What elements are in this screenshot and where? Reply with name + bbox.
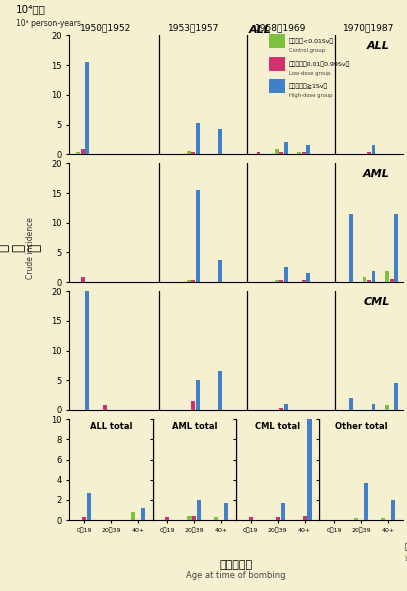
Bar bbox=[394, 384, 398, 410]
Bar bbox=[140, 508, 145, 520]
Text: 10⁴人年: 10⁴人年 bbox=[16, 4, 46, 14]
Bar bbox=[279, 408, 283, 410]
Text: ALL total: ALL total bbox=[90, 422, 132, 431]
Bar bbox=[191, 152, 195, 154]
Bar bbox=[367, 152, 371, 154]
Bar bbox=[219, 371, 222, 410]
Bar bbox=[85, 282, 89, 410]
Text: Crude incidence: Crude incidence bbox=[26, 217, 35, 279]
Bar bbox=[196, 190, 200, 282]
Bar bbox=[385, 271, 389, 282]
Bar bbox=[257, 152, 260, 154]
Bar bbox=[196, 124, 200, 154]
Text: 粗
発
生
率: 粗 発 生 率 bbox=[0, 244, 42, 252]
Bar bbox=[85, 62, 89, 154]
Bar bbox=[224, 503, 228, 520]
Text: 低線量群（0.01～0.99Sv）: 低線量群（0.01～0.99Sv） bbox=[289, 61, 350, 67]
Text: years: years bbox=[405, 556, 407, 561]
Bar bbox=[306, 273, 310, 282]
Bar bbox=[349, 398, 353, 410]
Text: Other total: Other total bbox=[335, 422, 387, 431]
Text: 1970～1987: 1970～1987 bbox=[344, 23, 395, 32]
Bar bbox=[284, 142, 288, 154]
Bar bbox=[191, 401, 195, 410]
Text: Control group: Control group bbox=[289, 48, 325, 53]
Bar bbox=[279, 152, 283, 154]
Text: CML total: CML total bbox=[255, 422, 300, 431]
Bar bbox=[372, 145, 376, 154]
Bar bbox=[306, 145, 310, 154]
Bar bbox=[131, 512, 135, 520]
Bar bbox=[394, 214, 398, 282]
Text: Age at time of bombing: Age at time of bombing bbox=[186, 571, 286, 580]
Text: ALL: ALL bbox=[248, 25, 271, 35]
Text: 10⁴ person-years: 10⁴ person-years bbox=[16, 20, 81, 28]
Bar bbox=[214, 517, 219, 520]
Bar bbox=[187, 280, 190, 282]
Bar bbox=[385, 405, 389, 410]
Text: AML total: AML total bbox=[172, 422, 217, 431]
Bar bbox=[349, 214, 353, 282]
Text: 歳: 歳 bbox=[405, 543, 407, 551]
Bar bbox=[284, 267, 288, 282]
Text: ALL: ALL bbox=[367, 41, 389, 51]
Bar bbox=[196, 381, 200, 410]
Text: 1950～1952: 1950～1952 bbox=[80, 23, 131, 32]
Bar bbox=[197, 500, 201, 520]
Bar bbox=[303, 516, 307, 520]
Bar bbox=[279, 280, 283, 282]
Text: 対照群（<0.01Sv）: 対照群（<0.01Sv） bbox=[289, 38, 334, 44]
Bar bbox=[390, 279, 394, 282]
Bar bbox=[302, 152, 306, 154]
Bar bbox=[219, 129, 222, 154]
Bar bbox=[302, 280, 306, 282]
Text: High-dose group: High-dose group bbox=[289, 93, 333, 98]
Bar bbox=[275, 150, 278, 154]
Bar bbox=[275, 280, 278, 282]
Bar bbox=[76, 152, 80, 154]
Bar bbox=[103, 405, 107, 410]
Bar bbox=[354, 518, 359, 520]
Bar bbox=[284, 404, 288, 410]
Bar bbox=[280, 503, 284, 520]
Bar bbox=[367, 280, 371, 282]
Bar bbox=[381, 518, 385, 520]
Text: AML: AML bbox=[363, 169, 389, 179]
Bar bbox=[82, 517, 86, 520]
Bar bbox=[191, 280, 195, 282]
Bar bbox=[188, 516, 192, 520]
Bar bbox=[364, 483, 368, 520]
Bar bbox=[372, 271, 376, 282]
Bar bbox=[81, 150, 85, 154]
Bar bbox=[87, 493, 91, 520]
Bar bbox=[307, 419, 312, 520]
Bar bbox=[165, 517, 169, 520]
Bar bbox=[81, 277, 85, 282]
Bar bbox=[219, 259, 222, 282]
Bar bbox=[249, 517, 253, 520]
Text: 高線量群（≧1Sv）: 高線量群（≧1Sv） bbox=[289, 83, 328, 89]
Bar bbox=[391, 500, 395, 520]
Bar bbox=[363, 277, 366, 282]
Bar bbox=[297, 152, 301, 154]
Bar bbox=[276, 517, 280, 520]
Text: CML: CML bbox=[363, 297, 389, 307]
Bar bbox=[372, 404, 376, 410]
Text: 被爆時年齢: 被爆時年齢 bbox=[219, 560, 253, 570]
Text: 1958～1969: 1958～1969 bbox=[256, 23, 307, 32]
Bar bbox=[187, 151, 190, 154]
Text: Low-dose group: Low-dose group bbox=[289, 71, 330, 76]
Bar bbox=[192, 516, 197, 520]
Text: 1953～1957: 1953～1957 bbox=[168, 23, 219, 32]
